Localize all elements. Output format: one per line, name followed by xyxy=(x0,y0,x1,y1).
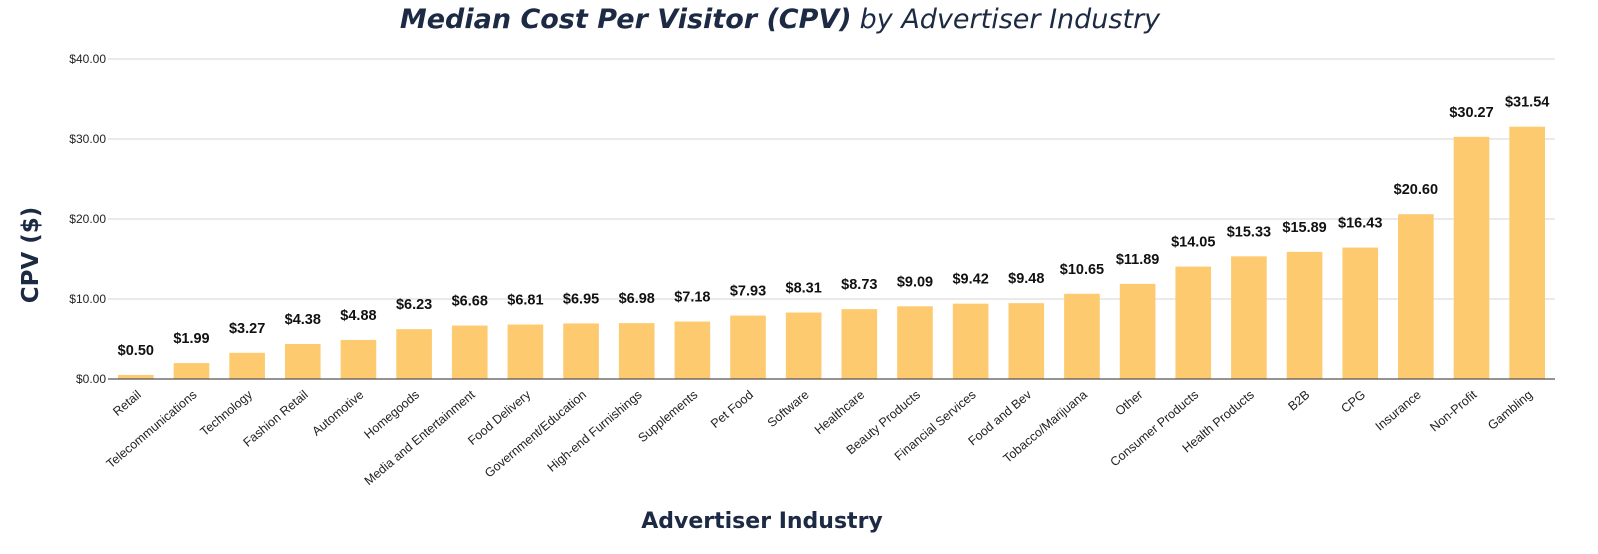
value-label: $0.50 xyxy=(118,343,154,359)
category-label: Pet Food xyxy=(708,388,756,431)
value-label: $10.65 xyxy=(1060,262,1104,278)
bar xyxy=(563,323,599,379)
value-label: $7.93 xyxy=(730,284,766,300)
category-label: Gambling xyxy=(1485,388,1535,433)
bar xyxy=(1453,136,1490,379)
y-tick-label: $30.00 xyxy=(69,132,106,146)
category-label: Technology xyxy=(198,387,256,439)
category-label: Telecommunications xyxy=(104,388,200,472)
category-label: Retail xyxy=(110,388,143,419)
x-axis-title: Advertiser Industry xyxy=(641,509,883,534)
value-label: $3.27 xyxy=(229,321,265,337)
bars xyxy=(118,126,1545,380)
value-label: $6.23 xyxy=(396,297,432,313)
y-tick-label: $40.00 xyxy=(69,52,106,66)
chart-title-main: Median Cost Per Visitor (CPV) xyxy=(400,4,852,35)
chart-title: Median Cost Per Visitor (CPV) by Advertis… xyxy=(400,4,1161,35)
value-label: $9.09 xyxy=(897,274,933,290)
bar xyxy=(785,312,822,379)
value-label: $1.99 xyxy=(173,331,209,347)
category-label: Other xyxy=(1113,388,1146,419)
x-axis-categories: RetailTelecommunicationsTechnologyFashio… xyxy=(104,387,1535,488)
category-label: Automotive xyxy=(309,388,366,439)
bar xyxy=(229,352,265,379)
value-label: $11.89 xyxy=(1116,252,1160,268)
y-tick-label: $0.00 xyxy=(76,372,106,386)
bar xyxy=(1286,251,1323,379)
value-label: $31.54 xyxy=(1505,95,1549,111)
category-label: Non-Profit xyxy=(1427,387,1480,434)
bar xyxy=(1231,256,1267,379)
bar xyxy=(1119,283,1156,379)
category-label: Insurance xyxy=(1373,388,1424,434)
y-axis-ticks: $0.00 $10.00 $20.00 $30.00 $40.00 xyxy=(69,52,106,386)
bar xyxy=(618,323,655,379)
value-label: $15.33 xyxy=(1227,224,1271,240)
bar xyxy=(1398,214,1434,379)
category-label: CPG xyxy=(1338,388,1368,416)
value-label: $4.38 xyxy=(285,312,321,328)
value-label: $9.48 xyxy=(1008,271,1044,287)
bar xyxy=(173,363,210,379)
value-label: $8.31 xyxy=(786,281,822,297)
value-label: $6.81 xyxy=(507,293,543,309)
value-label: $6.98 xyxy=(619,291,655,307)
bar xyxy=(1342,247,1379,379)
category-label: B2B xyxy=(1285,388,1312,414)
value-label: $6.68 xyxy=(452,294,488,310)
bar xyxy=(1064,293,1100,379)
value-label: $15.89 xyxy=(1282,220,1326,236)
bar xyxy=(396,329,432,379)
bar xyxy=(841,309,878,379)
bar xyxy=(674,321,711,379)
value-labels: $0.50 $1.99 $3.27 $4.38 $4.88 $6.23 $6.68 $6.81… xyxy=(118,95,1550,359)
value-label: $9.42 xyxy=(952,272,988,288)
y-tick-label: $20.00 xyxy=(69,212,106,226)
y-axis-title: CPV ($) xyxy=(18,207,44,304)
value-label: $30.27 xyxy=(1449,105,1493,121)
category-label: Government/Education xyxy=(482,388,589,481)
bar xyxy=(1008,303,1045,379)
chart-subtitle: by Advertiser Industry xyxy=(860,4,1162,35)
value-label: $8.73 xyxy=(841,277,877,293)
value-label: $20.60 xyxy=(1394,182,1438,198)
bar xyxy=(897,306,933,379)
bar xyxy=(340,339,377,379)
value-label: $7.18 xyxy=(674,290,710,306)
bar xyxy=(1175,266,1212,379)
value-label: $16.43 xyxy=(1338,216,1382,232)
value-label: $14.05 xyxy=(1171,235,1215,251)
gridlines xyxy=(108,58,1555,300)
bar xyxy=(118,375,154,379)
bar xyxy=(730,315,766,379)
value-label: $6.95 xyxy=(563,291,599,307)
bar xyxy=(284,343,321,379)
category-label: High-end Furnishings xyxy=(545,388,645,475)
category-label: Healthcare xyxy=(812,388,867,438)
y-tick-label: $10.00 xyxy=(69,292,106,306)
bar xyxy=(451,325,488,379)
bar xyxy=(952,303,989,379)
value-label: $4.88 xyxy=(340,308,376,324)
bar xyxy=(507,324,544,379)
category-label: Software xyxy=(765,388,812,430)
category-label: Supplements xyxy=(635,388,700,446)
category-label: Media and Entertainment xyxy=(362,387,478,488)
bar xyxy=(1509,126,1545,380)
